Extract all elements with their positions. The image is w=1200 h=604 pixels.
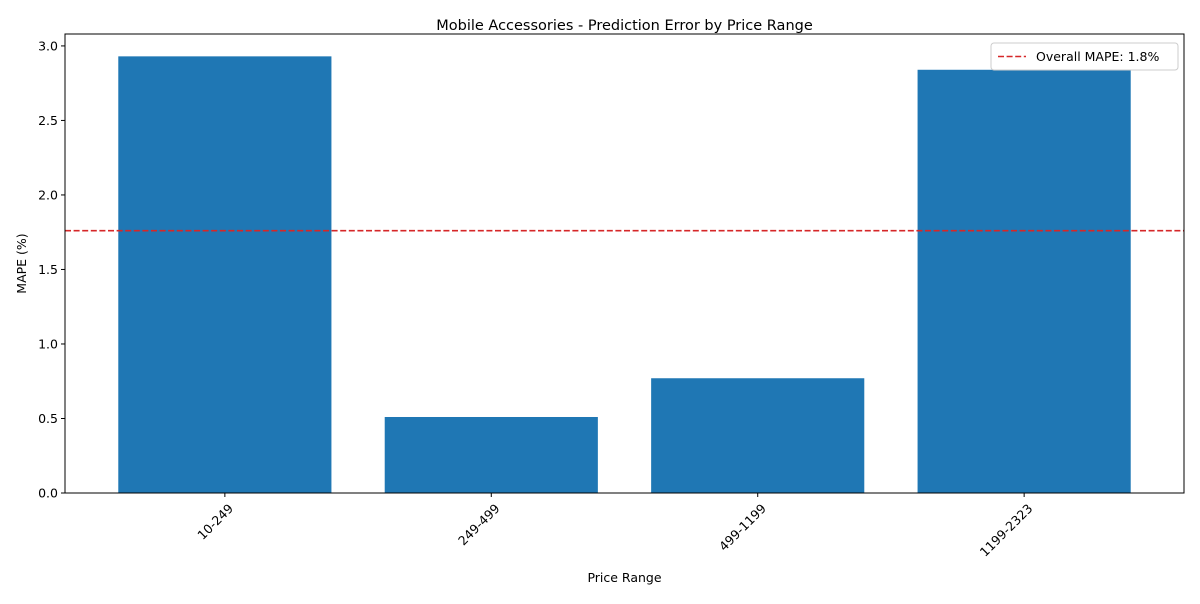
bar-499-1199 xyxy=(651,378,865,493)
y-tick-label: 3.0 xyxy=(38,38,58,53)
y-tick-label: 0.5 xyxy=(38,411,58,426)
x-axis-label: Price Range xyxy=(587,570,661,585)
bar-249-499 xyxy=(384,416,598,493)
y-tick-label: 1.0 xyxy=(38,336,58,351)
y-tick-label: 2.0 xyxy=(38,187,58,202)
y-axis: 0.0 0.5 1.0 1.5 2.0 2.5 3.0 xyxy=(38,38,65,501)
bar-1199-2323 xyxy=(917,69,1131,493)
legend: Overall MAPE: 1.8% xyxy=(990,42,1179,71)
bar-10-249 xyxy=(118,56,332,494)
bars-group xyxy=(118,56,1131,494)
chart-title: Mobile Accessories - Prediction Error by… xyxy=(436,18,813,34)
y-axis-label: MAPE (%) xyxy=(14,233,29,293)
y-tick-label: 2.5 xyxy=(38,113,58,128)
legend-box xyxy=(990,42,1179,71)
plot-frame xyxy=(64,33,1185,494)
legend-label: Overall MAPE: 1.8% xyxy=(1036,49,1159,64)
y-tick-label: 1.5 xyxy=(38,262,58,277)
y-tick-label: 0.0 xyxy=(38,486,58,501)
